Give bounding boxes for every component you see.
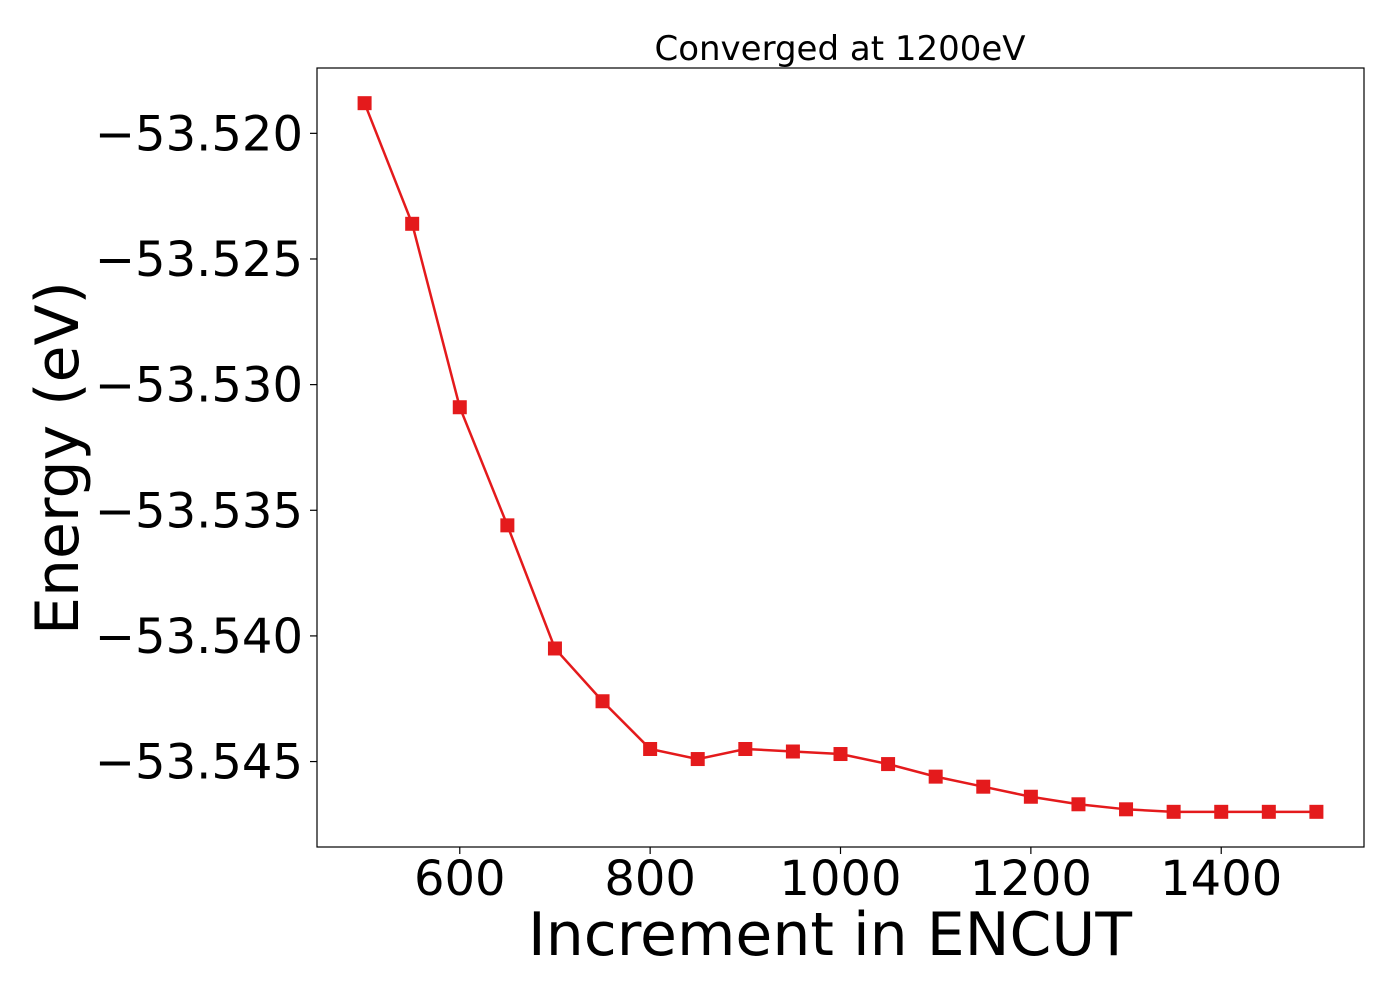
plot-area bbox=[357, 96, 1324, 819]
x-tick-label: 600 bbox=[414, 851, 506, 907]
data-point bbox=[405, 216, 420, 231]
x-tick-label: 800 bbox=[604, 851, 696, 907]
x-axis-label: Increment in ENCUT bbox=[528, 900, 1132, 970]
data-point bbox=[1023, 789, 1038, 804]
data-point bbox=[1166, 804, 1181, 819]
y-tick-label: −53.525 bbox=[95, 232, 303, 288]
data-point bbox=[452, 400, 467, 415]
axis-ticks: 600 800 1000 1200 1400 −53.520 −53.525 −53.530 −… bbox=[95, 106, 1282, 907]
plot-frame bbox=[316, 67, 1365, 848]
y-tick-label: −53.530 bbox=[95, 358, 303, 414]
x-tick-label: 1400 bbox=[1160, 851, 1282, 907]
chart-title: Converged at 1200eV bbox=[654, 29, 1025, 69]
data-point bbox=[1119, 802, 1134, 817]
x-tick-label: 1000 bbox=[779, 851, 901, 907]
y-tick-label: −53.545 bbox=[95, 735, 303, 791]
data-point bbox=[738, 741, 753, 756]
data-point bbox=[690, 752, 705, 767]
data-point bbox=[881, 757, 896, 772]
data-point bbox=[595, 694, 610, 709]
data-point bbox=[357, 96, 372, 111]
data-point bbox=[928, 769, 943, 784]
data-point bbox=[1261, 804, 1276, 819]
y-axis-label: Energy (eV) bbox=[23, 281, 93, 635]
series-line bbox=[363, 102, 1317, 814]
data-point bbox=[500, 518, 515, 533]
data-point bbox=[547, 641, 562, 656]
data-point bbox=[1214, 804, 1229, 819]
data-point bbox=[976, 779, 991, 794]
x-tick-label: 1200 bbox=[970, 851, 1092, 907]
y-tick-label: −53.540 bbox=[95, 609, 303, 665]
y-tick-label: −53.535 bbox=[95, 483, 303, 539]
data-point bbox=[833, 747, 848, 762]
data-point bbox=[785, 744, 800, 759]
data-point bbox=[1309, 804, 1324, 819]
y-tick-label: −53.520 bbox=[95, 106, 303, 162]
data-point bbox=[1071, 797, 1086, 812]
data-point bbox=[643, 741, 658, 756]
